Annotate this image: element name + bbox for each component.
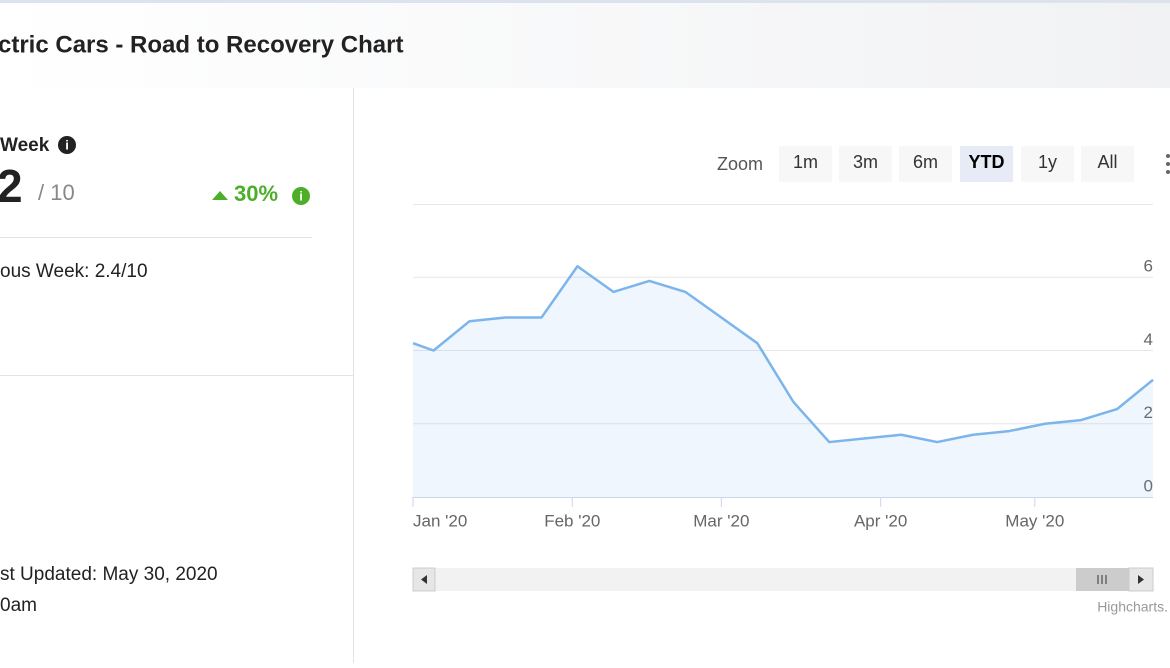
x-tick-label: Jan '20 xyxy=(413,511,467,530)
last-updated: st Updated: May 30, 2020 xyxy=(0,564,218,585)
y-tick-label: 6 xyxy=(1144,257,1153,276)
arrow xyxy=(421,575,427,584)
score-scale: / 10 xyxy=(38,180,75,205)
grip xyxy=(1097,575,1107,584)
last-updated-time: 0am xyxy=(0,595,37,616)
zoom-button[interactable] xyxy=(1021,146,1074,182)
zoom-button[interactable] xyxy=(1081,146,1134,182)
zoom-button-label: All xyxy=(1097,152,1117,172)
series-line xyxy=(412,265,1154,444)
zoom-label: Zoom xyxy=(717,154,763,174)
y-tick-label: 4 xyxy=(1144,330,1153,349)
zoom-button[interactable] xyxy=(779,146,832,182)
previous-week: ous Week: 2.4/10 xyxy=(0,261,148,282)
menu-dot xyxy=(1166,154,1170,158)
info-icon[interactable] xyxy=(58,136,76,154)
menu-dot xyxy=(1166,162,1170,166)
zoom-button-label: YTD xyxy=(969,152,1005,172)
header-bar xyxy=(0,0,1170,88)
arrow xyxy=(1138,575,1144,584)
x-tick-label: Mar '20 xyxy=(693,511,749,530)
score-label: Week xyxy=(0,135,50,156)
zoom-button[interactable] xyxy=(899,146,952,182)
info-glyph: i xyxy=(65,137,69,152)
zoom-button-label: 1m xyxy=(793,152,818,172)
x-tick-label: Apr '20 xyxy=(854,511,907,530)
x-tick-label: May '20 xyxy=(1005,511,1064,530)
info-glyph: i xyxy=(299,188,303,203)
zoom-button-label: 6m xyxy=(913,152,938,172)
score-change: 30% xyxy=(234,181,278,206)
up-arrow xyxy=(212,191,228,200)
menu-dot xyxy=(1166,170,1170,174)
zoom-button-label: 3m xyxy=(853,152,878,172)
credits[interactable]: Highcharts. xyxy=(1097,599,1168,615)
x-tick-label: Feb '20 xyxy=(544,511,600,530)
area-fill xyxy=(413,266,1153,497)
zoom-button[interactable] xyxy=(839,146,892,182)
chart-menu[interactable] xyxy=(1166,154,1170,174)
zoom-button[interactable] xyxy=(960,146,1013,182)
score-value: 2 xyxy=(0,160,23,212)
change-info-icon[interactable] xyxy=(292,187,310,205)
zoom-button-label: 1y xyxy=(1038,152,1057,172)
scrollbar-track[interactable] xyxy=(413,568,1153,591)
page-title: ctric Cars - Road to Recovery Chart xyxy=(0,31,403,58)
y-tick-label: 2 xyxy=(1144,403,1153,422)
y-tick-label: 0 xyxy=(1144,476,1153,495)
